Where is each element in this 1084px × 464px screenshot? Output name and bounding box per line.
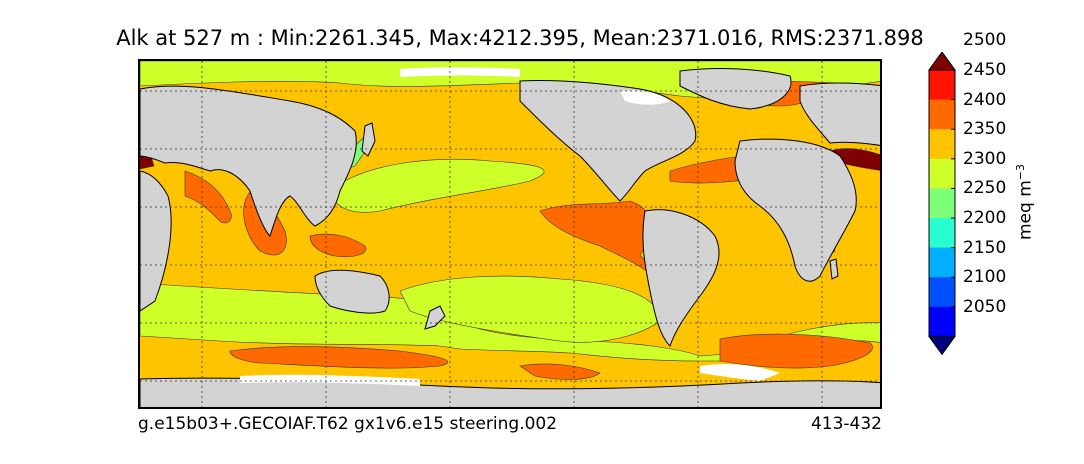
colorbar-segment	[929, 306, 955, 337]
year-range-caption: 413-432	[810, 414, 882, 434]
indonesia-2400	[309, 233, 367, 258]
land-north-america	[519, 79, 697, 202]
colorbar-tick-label: 2250	[963, 178, 1007, 199]
sea-ice-arctic	[400, 67, 520, 77]
colorbar-units: meq m−3	[1014, 164, 1036, 240]
map-panel	[138, 59, 882, 409]
colorbar-segment	[929, 99, 955, 130]
colorbar-segment	[929, 188, 955, 219]
sea-ice-weddell	[700, 363, 780, 381]
north-pacific-2300-gyre	[331, 158, 545, 213]
colorbar-extend-min	[928, 335, 956, 356]
land-madagascar	[829, 258, 839, 280]
colorbar-segment	[929, 247, 955, 278]
colorbar-tick-label: 2300	[963, 148, 1007, 169]
colorbar	[928, 52, 956, 356]
arabian-sea-2400	[184, 170, 232, 224]
colorbar-frame	[928, 69, 956, 337]
sea-ice-hudson	[620, 90, 670, 105]
southern-2400-strip-2	[719, 333, 873, 369]
world-map	[140, 61, 880, 407]
land-south-america	[642, 209, 720, 347]
colorbar-segment	[929, 218, 955, 249]
graticule	[140, 61, 880, 407]
colorbar-segment	[929, 277, 955, 308]
colorbar-tick-label: 2100	[963, 267, 1007, 288]
colorbar-segment	[929, 70, 955, 101]
land-japan	[361, 122, 376, 157]
colorbar-tick-label: 2050	[963, 296, 1007, 317]
colorbar-tick-label: 2500	[963, 30, 1007, 51]
colorbar-tick-label: 2450	[963, 60, 1007, 80]
land-africa-west	[734, 138, 857, 282]
colorbar-tick-label: 2150	[963, 237, 1007, 258]
colorbar-extend-max	[928, 52, 956, 71]
colorbar-tick-label: 2200	[963, 208, 1007, 228]
southern-2400-strip-3	[519, 363, 601, 380]
plot-title: Alk at 527 m : Min:2261.345, Max:4212.39…	[116, 26, 924, 50]
sea-ice-antarctic	[240, 374, 420, 386]
colorbar-tick-label: 2400	[963, 89, 1007, 110]
run-caption: g.e15b03+.GECOIAF.T62 gx1v6.e15 steering…	[138, 414, 558, 434]
land-eurasia-east	[140, 85, 357, 237]
land-greenland	[679, 68, 792, 110]
land-europe	[799, 82, 880, 146]
land-australia	[314, 269, 390, 314]
colorbar-segment	[929, 129, 955, 160]
southern-2400-strip-1	[229, 346, 449, 369]
colorbar-segment	[929, 158, 955, 189]
colorbar-tick-label: 2350	[963, 119, 1007, 140]
